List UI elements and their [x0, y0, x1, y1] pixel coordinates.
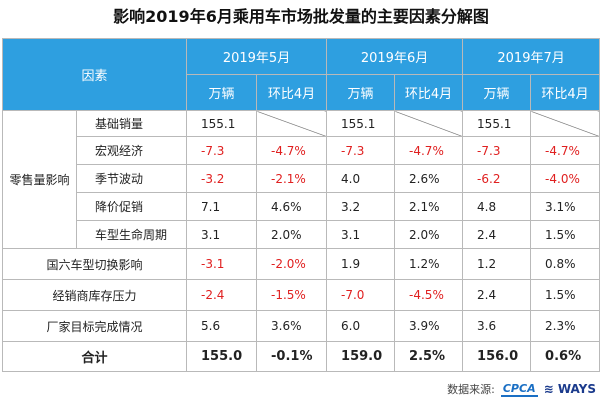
value-cell: 4.6%	[256, 192, 328, 221]
table-row: 季节波动 -3.2 -2.1% 4.0 2.6% -6.2 -4.0%	[3, 164, 601, 193]
value-cell: -6.2	[462, 164, 532, 193]
table-row: 零售量影响 基础销量 155.1 155.1 155.1	[2, 110, 601, 249]
row-label: 车型生命周期	[75, 220, 188, 249]
value-cell: 4.8	[462, 192, 532, 221]
header-unit: 万辆	[462, 74, 532, 111]
value-cell: 1.5%	[530, 220, 601, 249]
factor-table: 因素 2019年5月 2019年6月 2019年7月 万辆 环比4月 万辆 环比…	[1, 38, 601, 372]
value-cell: 2.0%	[256, 220, 328, 249]
value-cell: -4.7%	[256, 136, 328, 165]
value-cell: -7.0	[326, 279, 396, 311]
value-cell: 3.1%	[530, 192, 601, 221]
table-body: 零售量影响 基础销量 155.1 155.1 155.1 宏观经济 -7.3 -4.7% -7.…	[1, 110, 601, 372]
value-cell: 155.1	[186, 110, 258, 137]
table-row: 厂家目标完成情况 5.6 3.6% 6.0 3.9% 3.6 2.3%	[1, 310, 601, 342]
total-value-cell: 159.0	[326, 341, 396, 372]
header-month-2: 2019年6月	[326, 38, 464, 75]
value-cell: -3.2	[186, 164, 258, 193]
row-label: 国六车型切换影响	[1, 248, 188, 280]
value-cell: -1.5%	[256, 279, 328, 311]
value-cell: 0.8%	[530, 248, 601, 280]
table-row: 经销商库存压力 -2.4 -1.5% -7.0 -4.5% 2.4 1.5%	[1, 279, 601, 311]
value-cell: -7.3	[326, 136, 396, 165]
value-cell: -4.7%	[530, 136, 601, 165]
source-label: 数据来源:	[447, 383, 495, 396]
header-mom: 环比4月	[530, 74, 601, 111]
header-unit: 万辆	[186, 74, 258, 111]
table-row: 车型生命周期 3.1 2.0% 3.1 2.0% 2.4 1.5%	[3, 220, 601, 249]
total-row: 合计 155.0 -0.1% 159.0 2.5% 156.0 0.6%	[1, 341, 601, 372]
value-cell: 2.0%	[394, 220, 464, 249]
table-row: 国六车型切换影响 -3.1 -2.0% 1.9 1.2% 1.2 0.8%	[1, 248, 601, 280]
value-cell: 2.3%	[530, 310, 601, 342]
header-month-3: 2019年7月	[462, 38, 601, 75]
value-cell: -2.4	[186, 279, 258, 311]
value-cell: -2.0%	[256, 248, 328, 280]
value-cell: 2.6%	[394, 164, 464, 193]
empty-diagonal-cell	[530, 110, 601, 137]
total-value-cell: 0.6%	[530, 341, 601, 372]
row-label: 季节波动	[75, 164, 188, 193]
header-mom: 环比4月	[256, 74, 328, 111]
ways-logo-text: WAYS	[557, 382, 596, 396]
row-label: 经销商库存压力	[1, 279, 188, 311]
total-value-cell: 2.5%	[394, 341, 464, 372]
value-cell: 155.1	[326, 110, 396, 137]
header-mom: 环比4月	[394, 74, 464, 111]
table-row: 降价促销 7.1 4.6% 3.2 2.1% 4.8 3.1%	[3, 192, 601, 221]
row-label: 宏观经济	[75, 136, 188, 165]
value-cell: 3.6	[462, 310, 532, 342]
value-cell: -7.3	[462, 136, 532, 165]
value-cell: 3.1	[326, 220, 396, 249]
header-factor: 因素	[1, 38, 188, 111]
header-unit: 万辆	[326, 74, 396, 111]
value-cell: 7.1	[186, 192, 258, 221]
value-cell: 3.9%	[394, 310, 464, 342]
value-cell: 3.2	[326, 192, 396, 221]
value-cell: -4.0%	[530, 164, 601, 193]
value-cell: -3.1	[186, 248, 258, 280]
value-cell: 155.1	[462, 110, 532, 137]
total-label: 合计	[1, 341, 188, 372]
empty-diagonal-cell	[394, 110, 464, 137]
value-cell: 1.5%	[530, 279, 601, 311]
cpca-logo: CPCA	[500, 381, 538, 397]
value-cell: 2.4	[462, 220, 532, 249]
value-cell: 2.1%	[394, 192, 464, 221]
total-value-cell: 156.0	[462, 341, 532, 372]
row-label: 基础销量	[75, 110, 188, 137]
row-label: 降价促销	[75, 192, 188, 221]
value-cell: 1.2	[462, 248, 532, 280]
value-cell: 4.0	[326, 164, 396, 193]
value-cell: -2.1%	[256, 164, 328, 193]
value-cell: -4.7%	[394, 136, 464, 165]
ways-logo: ≋ WAYS	[543, 382, 596, 396]
group-label: 零售量影响	[2, 110, 77, 249]
value-cell: 2.4	[462, 279, 532, 311]
value-cell: 1.2%	[394, 248, 464, 280]
value-cell: -7.3	[186, 136, 258, 165]
value-cell: 1.9	[326, 248, 396, 280]
value-cell: 5.6	[186, 310, 258, 342]
total-value-cell: 155.0	[186, 341, 258, 372]
value-cell: 6.0	[326, 310, 396, 342]
table-title: 影响2019年6月乘用车市场批发量的主要因素分解图	[113, 7, 489, 26]
header-month-1: 2019年5月	[186, 38, 328, 75]
row-label: 厂家目标完成情况	[1, 310, 188, 342]
empty-diagonal-cell	[256, 110, 328, 137]
total-value-cell: -0.1%	[256, 341, 328, 372]
table-row: 宏观经济 -7.3 -4.7% -7.3 -4.7% -7.3 -4.7%	[3, 136, 601, 165]
value-cell: -4.5%	[394, 279, 464, 311]
value-cell: 3.1	[186, 220, 258, 249]
value-cell: 3.6%	[256, 310, 328, 342]
source-footer: 数据来源: CPCA ≋ WAYS	[447, 381, 596, 397]
